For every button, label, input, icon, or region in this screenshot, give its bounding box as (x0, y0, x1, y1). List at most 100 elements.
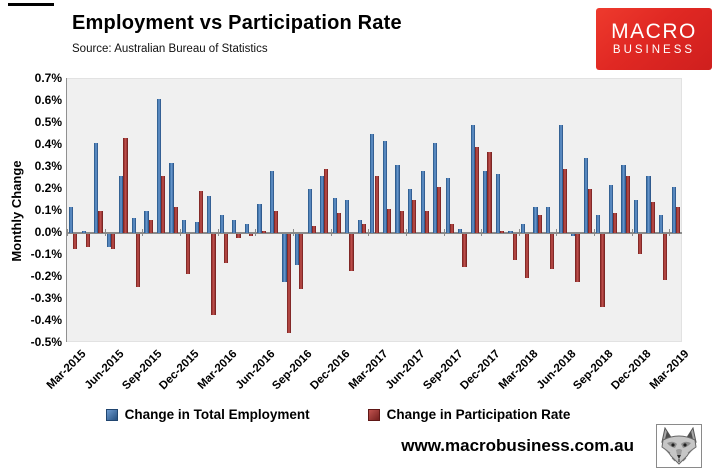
participation-bar-Aug-2015 (136, 234, 141, 287)
participation-bar-Dec-2015 (186, 234, 191, 274)
participation-bar-Jan-2017 (349, 234, 354, 272)
legend-swatch-employment-icon (105, 408, 118, 421)
y-tick-label: 0.3% (34, 159, 62, 173)
employment-bar-Oct-2017 (458, 228, 463, 233)
y-tick-label: -0.1% (30, 247, 62, 261)
category-tick (255, 229, 257, 236)
participation-bar-Mar-2015 (73, 234, 78, 250)
website-url: www.macrobusiness.com.au (401, 436, 634, 455)
y-tick-label: 0.4% (34, 137, 62, 151)
participation-bar-Feb-2016 (211, 234, 216, 316)
chart-title: Employment vs Participation Rate (72, 12, 402, 34)
category-tick (292, 229, 294, 236)
wolf-logo-box (656, 424, 702, 468)
participation-bar-Jul-2018 (575, 234, 580, 283)
participation-bar-Jun-2015 (110, 234, 116, 250)
participation-bar-Sep-2015 (148, 219, 153, 233)
participation-bar-May-2017 (399, 211, 404, 233)
employment-bar-May-2015 (94, 142, 99, 233)
participation-bar-May-2015 (98, 211, 103, 233)
category-tick (518, 229, 520, 236)
legend-swatch-participation-icon (367, 408, 380, 421)
participation-bar-Aug-2017 (437, 186, 442, 233)
employment-bar-Aug-2016 (282, 234, 287, 283)
participation-bar-Jul-2016 (274, 211, 279, 233)
legend-label-employment: Change in Total Employment (124, 407, 310, 422)
category-tick (368, 229, 370, 236)
participation-bar-Oct-2018 (612, 213, 618, 233)
employment-bar-Feb-2019 (658, 215, 664, 233)
y-tick-label: -0.2% (30, 269, 62, 283)
legend-item-employment: Change in Total Employment (105, 407, 310, 422)
employment-bar-Jan-2016 (194, 222, 199, 233)
y-tick-label: 0.5% (34, 115, 62, 129)
y-tick-label: 0.2% (34, 181, 62, 195)
employment-bar-Apr-2018 (533, 206, 538, 233)
employment-bar-Aug-2015 (131, 217, 137, 233)
employment-bar-Apr-2016 (232, 219, 237, 233)
y-axis-line (66, 78, 67, 342)
category-tick (481, 229, 483, 236)
employment-bar-Oct-2018 (608, 184, 613, 233)
participation-bar-Jun-2016 (261, 230, 266, 233)
category-tick (594, 229, 596, 236)
employment-bar-Feb-2016 (207, 195, 212, 233)
employment-bar-Apr-2017 (382, 140, 388, 233)
participation-bar-Jan-2016 (198, 191, 203, 233)
employment-bar-Dec-2016 (332, 197, 337, 233)
participation-bar-Jan-2019 (650, 202, 655, 233)
participation-bar-Apr-2015 (85, 234, 90, 248)
participation-bar-Mar-2018 (525, 234, 530, 278)
employment-bar-Jan-2019 (646, 175, 651, 233)
participation-bar-Jun-2018 (562, 169, 567, 233)
employment-bar-Mar-2016 (219, 215, 224, 233)
plot-area (67, 78, 682, 342)
category-tick (217, 229, 219, 236)
employment-bar-Nov-2016 (320, 175, 325, 233)
participation-bar-Sep-2016 (299, 234, 304, 289)
employment-bar-May-2018 (546, 206, 551, 233)
employment-bar-Sep-2017 (445, 178, 450, 233)
category-tick (104, 229, 106, 236)
employment-bar-Mar-2018 (520, 224, 526, 233)
employment-bar-Dec-2015 (182, 219, 187, 233)
participation-bar-Apr-2017 (387, 208, 392, 233)
participation-bar-Jun-2017 (412, 200, 417, 233)
employment-bar-Jun-2018 (558, 125, 563, 233)
wolf-head-icon (661, 427, 697, 465)
participation-bar-Apr-2016 (236, 234, 241, 239)
zero-axis-line (67, 232, 682, 234)
category-tick (556, 229, 558, 236)
employment-bar-Jan-2018 (495, 173, 500, 233)
participation-bar-Feb-2017 (361, 224, 367, 233)
employment-bar-Dec-2017 (483, 171, 488, 233)
employment-bar-Mar-2017 (370, 134, 375, 233)
employment-bar-May-2016 (244, 224, 249, 233)
employment-bar-Aug-2017 (433, 142, 438, 233)
participation-bar-Jul-2017 (424, 211, 429, 233)
employment-bar-Jun-2015 (106, 234, 111, 248)
employment-bar-Dec-2018 (633, 200, 639, 233)
employment-bar-Mar-2019 (671, 186, 676, 233)
employment-bar-Apr-2015 (81, 230, 86, 233)
employment-bar-Feb-2017 (357, 219, 362, 233)
participation-bar-May-2016 (248, 234, 254, 237)
employment-bar-Sep-2015 (144, 211, 149, 233)
y-tick-label: -0.4% (30, 313, 62, 327)
participation-bar-Oct-2016 (311, 226, 316, 233)
participation-bar-Sep-2018 (600, 234, 605, 307)
participation-bar-May-2018 (550, 234, 555, 270)
employment-bar-Sep-2018 (596, 215, 601, 233)
legend-item-participation: Change in Participation Rate (367, 407, 570, 422)
category-tick (405, 229, 407, 236)
participation-bar-Aug-2018 (587, 189, 593, 233)
top-left-mark (8, 3, 54, 6)
participation-bar-Mar-2019 (675, 206, 680, 233)
y-tick-label: 0.7% (34, 71, 62, 85)
category-tick (142, 229, 144, 236)
employment-bar-Jan-2017 (345, 200, 350, 233)
category-tick (179, 229, 181, 236)
participation-bar-Aug-2016 (286, 234, 291, 333)
participation-bar-Apr-2018 (537, 215, 542, 233)
employment-bar-Feb-2018 (508, 230, 513, 233)
